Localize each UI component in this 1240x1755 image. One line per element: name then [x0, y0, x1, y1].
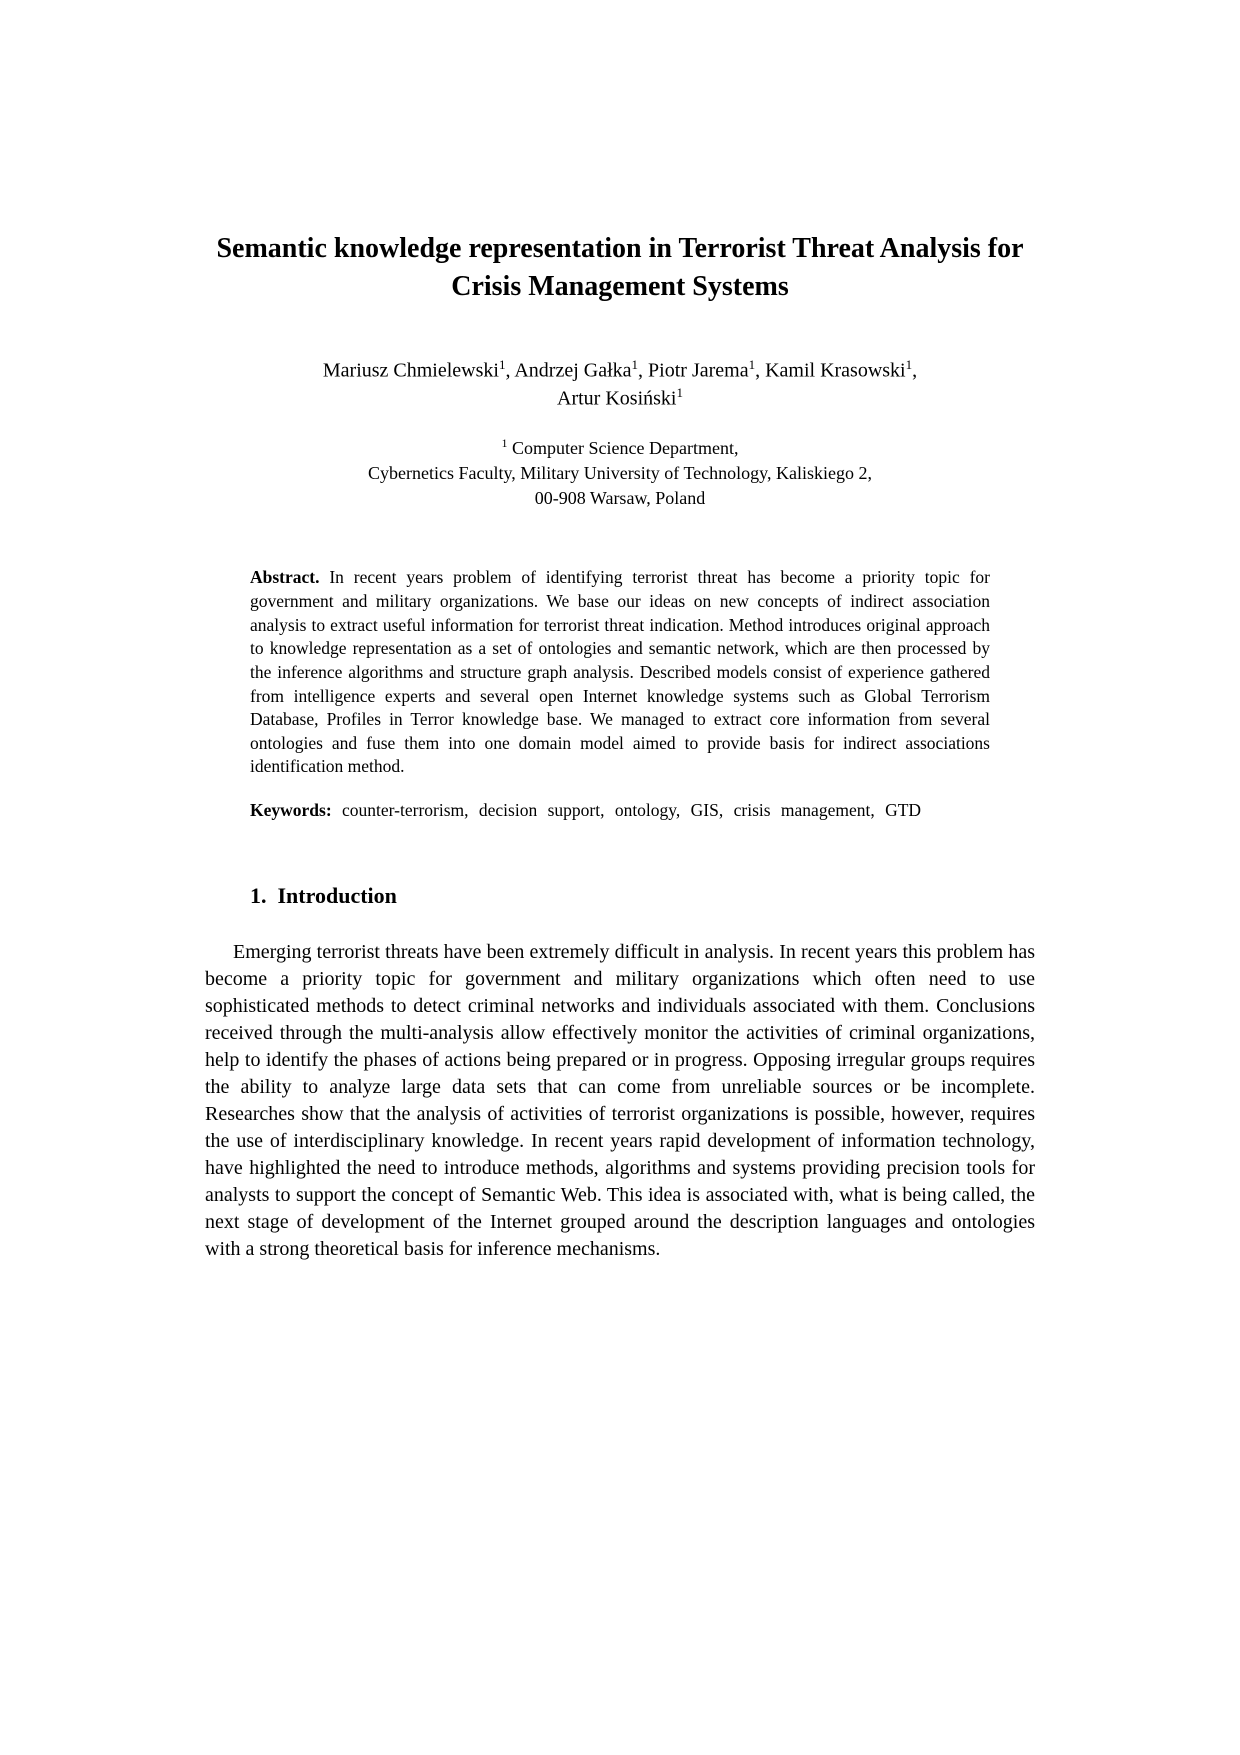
body-paragraph: Emerging terrorist threats have been ext…	[205, 939, 1035, 1263]
authors-block: Mariusz Chmielewski1, Andrzej Gałka1, Pi…	[205, 356, 1035, 413]
paper-title: Semantic knowledge representation in Ter…	[205, 230, 1035, 306]
keywords-block: Keywords: counter-terrorism, decision su…	[250, 799, 990, 823]
section-number: 1.	[250, 883, 267, 908]
section-heading: 1. Introduction	[250, 883, 990, 909]
abstract-label: Abstract.	[250, 567, 320, 587]
affiliation-block: 1 Computer Science Department,Cybernetic…	[205, 435, 1035, 512]
section-title: Introduction	[278, 883, 397, 908]
abstract-text: In recent years problem of identifying t…	[250, 567, 990, 776]
keywords-text: counter-terrorism, decision support, ont…	[332, 800, 921, 820]
abstract-block: Abstract. In recent years problem of ide…	[250, 566, 990, 779]
keywords-label: Keywords:	[250, 800, 332, 820]
